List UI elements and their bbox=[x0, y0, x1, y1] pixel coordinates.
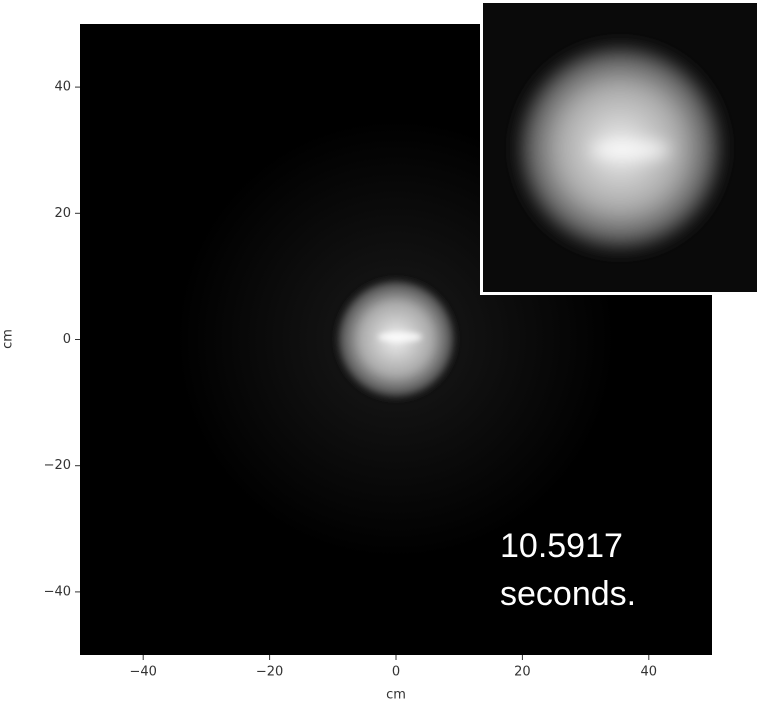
y-tick-label: −20 bbox=[44, 458, 71, 473]
x-tick-label: 40 bbox=[641, 665, 658, 680]
x-tick-label: −20 bbox=[256, 665, 283, 680]
x-tick-label: 20 bbox=[514, 665, 531, 680]
x-axis-label: cm bbox=[386, 688, 406, 703]
y-tick-label: 0 bbox=[63, 332, 71, 347]
x-tick-label: −40 bbox=[129, 665, 156, 680]
y-tick-label: 40 bbox=[54, 80, 71, 95]
y-tick-label: 20 bbox=[54, 206, 71, 221]
inset bbox=[480, 0, 757, 295]
annotation: seconds. bbox=[500, 575, 636, 613]
spot bbox=[332, 275, 460, 403]
y-axis-label: cm bbox=[1, 329, 16, 349]
x-tick-label: 0 bbox=[392, 665, 400, 680]
y-tick-label: −40 bbox=[44, 584, 71, 599]
annotation: 10.5917 bbox=[500, 527, 623, 565]
